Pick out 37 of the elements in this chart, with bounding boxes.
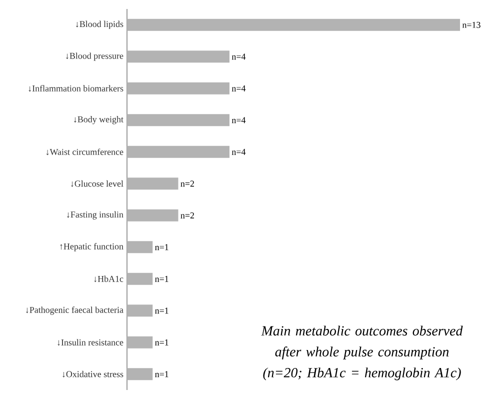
y-tick-label: ↓Fasting insulin (67, 211, 124, 220)
data-label: n=1 (155, 244, 168, 250)
y-tick-label: ↓Body weight (74, 116, 124, 124)
y-tick-label: ↓Glucose level (71, 180, 124, 187)
data-label: n=1 (155, 276, 168, 282)
y-tick-label: ↓Inflammation biomarkers (28, 85, 124, 92)
y-tick-label: ↓Waist circumference (46, 148, 124, 156)
data-label: n=1 (155, 339, 168, 346)
bar (127, 272, 153, 285)
data-label: n=13 (462, 22, 480, 28)
bar (127, 146, 230, 158)
bar (127, 304, 153, 317)
y-tick-label: ↓Blood pressure (66, 52, 124, 61)
bar (127, 114, 230, 126)
bar (127, 82, 230, 94)
data-label: n=1 (155, 308, 168, 314)
y-tick-label: ↓HbA1c (94, 276, 124, 282)
y-tick-label: ↑Hepatic function (60, 243, 124, 252)
data-label: n=4 (232, 148, 246, 155)
bar (127, 50, 230, 63)
annotation: Main metabolic outcomes observed after whole pulse consumption (n=20; HbA1c = hemoglobin A1c) (261, 326, 463, 380)
y-tick-label: ↓Oxidative stress (62, 370, 124, 378)
bar (127, 336, 153, 348)
data-label: n=1 (155, 371, 168, 378)
bar (127, 241, 153, 254)
y-tick-label: ↓Pathogenic faecal bacteria (26, 306, 124, 315)
data-label: n=2 (180, 212, 194, 218)
data-label: n=4 (232, 54, 246, 60)
y-tick-label: ↓Blood lipids (76, 20, 124, 29)
bar (127, 368, 153, 380)
data-label: n=2 (180, 180, 194, 187)
bar (127, 209, 178, 222)
data-label: n=4 (232, 117, 246, 124)
y-tick-label: ↓Insulin resistance (58, 339, 124, 346)
bar (127, 178, 178, 190)
bar (127, 18, 460, 31)
data-label: n=4 (232, 85, 246, 92)
